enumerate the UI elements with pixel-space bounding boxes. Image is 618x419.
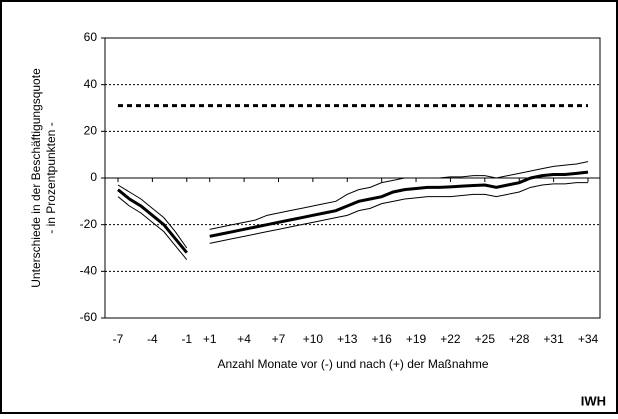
series-line: [117, 170, 589, 254]
x-tick-label: -1: [181, 332, 192, 346]
x-tick-label: +22: [440, 332, 461, 346]
y-tick-label: 40: [84, 77, 98, 91]
x-tick-label: +1: [203, 332, 217, 346]
y-axis-label: - in Prozentpunkten -: [44, 122, 58, 233]
series-line: [117, 182, 588, 260]
x-tick-label: +13: [337, 332, 358, 346]
series-line: [117, 161, 589, 249]
x-tick-label: +28: [509, 332, 530, 346]
x-tick-label: +4: [237, 332, 251, 346]
x-tick-label: +7: [272, 332, 286, 346]
x-tick-label: +16: [371, 332, 392, 346]
x-tick-label: +34: [578, 332, 599, 346]
x-tick-label: -4: [147, 332, 158, 346]
y-tick-label: -20: [80, 217, 98, 231]
source: IWH: [581, 393, 606, 408]
y-tick-label: 60: [84, 30, 98, 44]
x-tick-label: -7: [113, 332, 124, 346]
x-axis-label: Anzahl Monate vor (-) und nach (+) der M…: [217, 357, 488, 371]
y-tick-label: -60: [80, 310, 98, 324]
x-tick-label: +25: [475, 332, 496, 346]
y-tick-label: 0: [90, 170, 97, 184]
y-tick-label: -40: [80, 264, 98, 278]
x-tick-label: +10: [303, 332, 324, 346]
y-axis-label: Unterschiede in der Beschäftigungsquote: [29, 68, 43, 288]
x-tick-label: +19: [406, 332, 427, 346]
y-tick-label: 20: [84, 124, 98, 138]
x-tick-label: +31: [543, 332, 564, 346]
